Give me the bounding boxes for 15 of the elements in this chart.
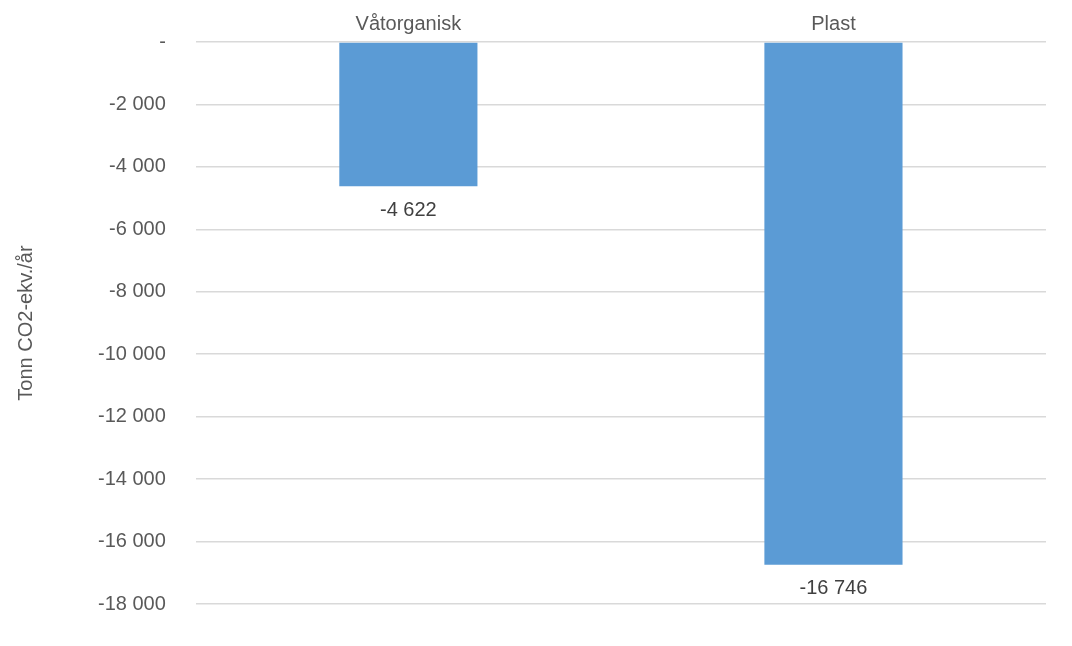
y-tick-label: -12 000 <box>97 404 166 427</box>
y-tick-label: -16 000 <box>97 529 166 552</box>
y-tick-label: -14 000 <box>97 466 166 489</box>
y-tick-label: -10 000 <box>97 341 166 364</box>
x-tick-label: Plast <box>811 11 857 34</box>
y-tick-label: - <box>159 29 166 52</box>
y-tick-label: -2 000 <box>109 91 166 114</box>
y-tick-label: -6 000 <box>109 216 166 239</box>
y-tick-label: -4 000 <box>109 154 166 177</box>
y-tick-label: -18 000 <box>97 591 166 614</box>
data-label: -4 622 <box>380 197 437 220</box>
y-tick-label: -8 000 <box>109 279 166 302</box>
y-axis-title: Tonn CO2-ekv./år <box>13 245 36 401</box>
x-tick-label: Våtorganisk <box>355 11 463 34</box>
data-label: -16 746 <box>799 576 868 599</box>
